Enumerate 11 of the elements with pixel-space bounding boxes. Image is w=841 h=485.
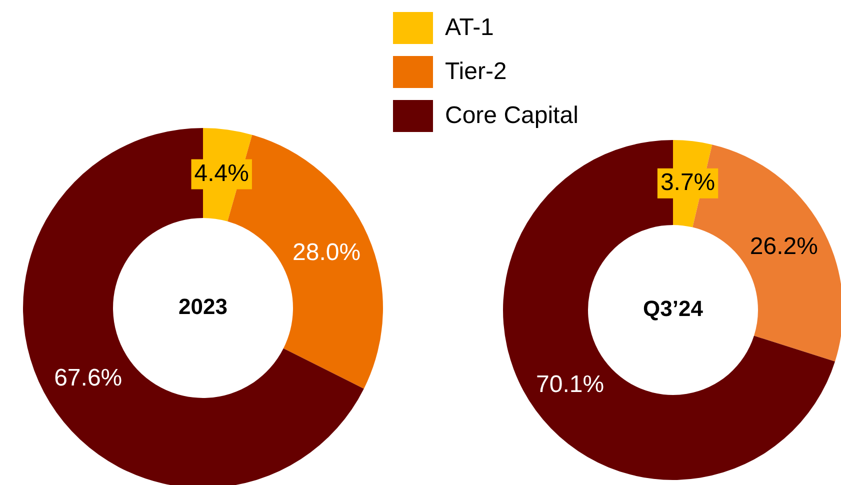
legend-label: Tier-2 (445, 58, 507, 86)
legend-label: AT-1 (445, 14, 494, 42)
data-label: 70.1% (536, 370, 604, 398)
data-label: 3.7% (660, 168, 716, 196)
data-label: 67.6% (54, 364, 122, 392)
data-label: 28.0% (292, 239, 361, 266)
legend-label: Core Capital (445, 102, 578, 130)
data-label: 26.2% (750, 232, 818, 260)
text: Q3’24 (643, 296, 704, 322)
data-label: 4.4% (194, 160, 249, 187)
text: 2023 (178, 294, 228, 320)
